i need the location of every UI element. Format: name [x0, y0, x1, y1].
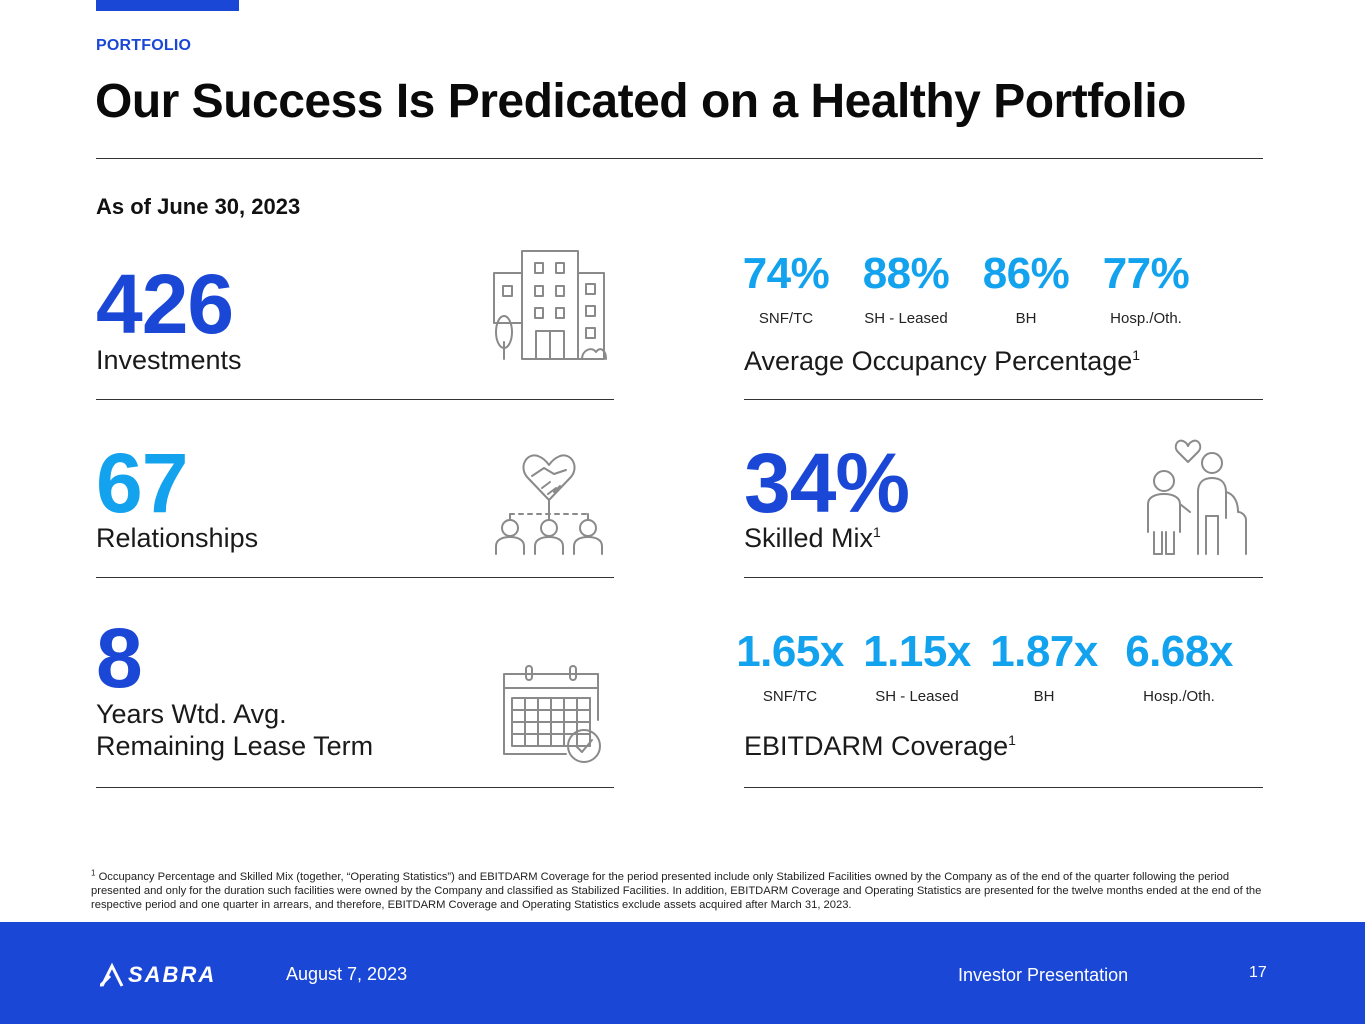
lease-term-label-line1: Years Wtd. Avg. [96, 699, 287, 729]
occupancy-stat-bh: 86% BH [980, 249, 1072, 328]
lease-term-label-line2: Remaining Lease Term [96, 731, 374, 762]
occupancy-value: 88% [862, 249, 950, 298]
right-divider-2 [744, 577, 1263, 578]
ebitdarm-value: 1.65x [736, 627, 844, 676]
ebitdarm-label: SNF/TC [762, 688, 818, 705]
as-of-date: As of June 30, 2023 [96, 194, 301, 219]
footer-title: Investor Presentation [958, 965, 1129, 985]
investments-value: 426 [96, 257, 234, 351]
top-accent-bar [96, 0, 239, 11]
ebitdarm-footnote-mark: 1 [1008, 732, 1016, 748]
ebitdarm-label: Hosp./Oth. [1143, 688, 1215, 705]
left-divider-2 [96, 577, 614, 578]
relationships-value: 67 [96, 436, 188, 530]
skilled-mix-label-text: Skilled Mix [744, 523, 874, 553]
ebitdarm-value: 1.87x [990, 627, 1098, 676]
lease-term-label: Years Wtd. Avg. Remaining Lease Term [96, 698, 373, 763]
occupancy-label: BH [1015, 310, 1037, 327]
ebitdarm-value: 1.15x [863, 627, 971, 676]
right-divider-3 [744, 787, 1263, 788]
skilled-mix-label: Skilled Mix1 [744, 522, 881, 554]
occupancy-value: 74% [742, 249, 830, 298]
occupancy-value: 86% [982, 249, 1070, 298]
ebitdarm-title: EBITDARM Coverage1 [744, 730, 1016, 762]
occupancy-stat-hosp: 77% Hosp./Oth. [1072, 249, 1220, 328]
ebitdarm-stat-hosp: 6.68x Hosp./Oth. [1094, 627, 1264, 706]
ebitdarm-title-text: EBITDARM Coverage [744, 731, 1009, 761]
family-icon [1147, 439, 1247, 555]
calendar-icon [503, 665, 601, 763]
logo-text: SABRA [128, 962, 217, 987]
footer-date: August 7, 2023 [286, 964, 408, 984]
page-title: Our Success Is Predicated on a Healthy P… [95, 75, 1187, 128]
footer-bar: SABRA August 7, 2023 Investor Presentati… [0, 922, 1365, 1024]
occupancy-title: Average Occupancy Percentage1 [744, 345, 1140, 377]
ebitdarm-value: 6.68x [1125, 627, 1233, 676]
sabra-logo: SABRA [100, 962, 216, 988]
page-number: 17 [1249, 964, 1267, 981]
occupancy-title-text: Average Occupancy Percentage [744, 346, 1133, 376]
footnote: 1 Occupancy Percentage and Skilled Mix (… [91, 868, 1271, 912]
occupancy-value: 77% [1102, 249, 1190, 298]
occupancy-stat-snf: 74% SNF/TC [740, 249, 832, 328]
ebitdarm-stat-snf: 1.65x SNF/TC [736, 630, 844, 706]
title-divider [96, 158, 1263, 159]
ebitdarm-label: BH [1033, 688, 1055, 705]
occupancy-label: SNF/TC [758, 310, 814, 327]
occupancy-stats: 74% SNF/TC 88% SH - Leased 86% BH 77% Ho… [740, 249, 1220, 328]
left-divider-3 [96, 787, 614, 788]
occupancy-stat-sh: 88% SH - Leased [832, 249, 980, 328]
ebitdarm-stats: 1.65x SNF/TC 1.15x SH - Leased 1.87x BH … [736, 627, 1264, 706]
right-divider-1 [744, 399, 1263, 400]
lease-term-value: 8 [96, 611, 143, 705]
ebitdarm-label: SH - Leased [875, 688, 959, 705]
investments-label: Investments [96, 345, 242, 375]
skilled-mix-footnote-mark: 1 [873, 524, 881, 540]
footnote-mark: 1 [91, 868, 96, 878]
occupancy-label: Hosp./Oth. [1110, 310, 1182, 327]
skilled-mix-value: 34% [744, 436, 910, 530]
section-label: PORTFOLIO [96, 37, 192, 54]
occupancy-footnote-mark: 1 [1132, 347, 1141, 363]
left-divider-1 [96, 399, 614, 400]
footnote-text: Occupancy Percentage and Skilled Mix (to… [91, 871, 1262, 911]
occupancy-label: SH - Leased [864, 310, 948, 327]
ebitdarm-stat-bh: 1.87x BH [990, 630, 1098, 706]
ebitdarm-stat-sh: 1.15x SH - Leased [840, 627, 994, 706]
building-icon [493, 250, 607, 360]
handshake-icon [495, 454, 603, 555]
sabra-logo-icon [100, 962, 124, 988]
relationships-label: Relationships [96, 523, 259, 553]
